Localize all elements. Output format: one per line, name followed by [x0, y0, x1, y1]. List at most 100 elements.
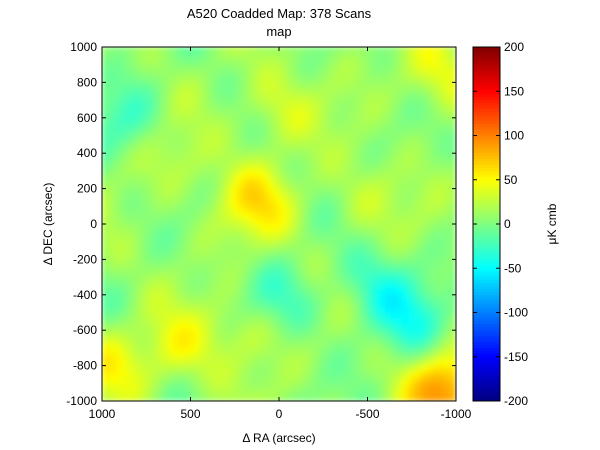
heatmap-cell [225, 276, 233, 284]
heatmap-cell [390, 64, 398, 71]
heatmap-cell [102, 306, 109, 313]
heatmap-cell [308, 88, 315, 95]
heatmap-cell [367, 347, 374, 355]
heatmap-cell [420, 217, 427, 225]
heatmap-cell [190, 259, 197, 266]
heatmap-cell [102, 129, 109, 136]
heatmap-cell [449, 70, 456, 77]
heatmap-cell [131, 141, 138, 148]
heatmap-cell [261, 318, 268, 325]
heatmap-cell [337, 223, 345, 231]
heatmap-cell [190, 371, 197, 378]
colorbar-swatch [473, 111, 500, 116]
heatmap-cell [449, 123, 456, 130]
heatmap-cell [355, 147, 362, 154]
heatmap-cell [408, 306, 415, 313]
heatmap-cell [107, 141, 115, 148]
heatmap-cell [137, 253, 144, 260]
heatmap-cell [284, 223, 292, 231]
heatmap-cell [438, 329, 445, 337]
heatmap-cell [396, 388, 404, 396]
heatmap-cell [414, 52, 421, 60]
heatmap-cell [384, 117, 392, 124]
heatmap-cell [390, 88, 398, 95]
heatmap-cell [131, 52, 138, 60]
heatmap-cell [172, 365, 179, 372]
heatmap-cell [426, 99, 433, 107]
heatmap-cell [396, 288, 404, 296]
heatmap-cell [178, 64, 185, 71]
heatmap-cell [373, 99, 380, 107]
heatmap-cell [278, 265, 286, 272]
heatmap-cell [160, 288, 168, 296]
heatmap-cell [284, 294, 292, 301]
heatmap-cell [231, 306, 238, 313]
heatmap-cell [143, 76, 150, 83]
heatmap-cell [337, 188, 345, 195]
heatmap-cell [408, 58, 415, 65]
heatmap-cell [243, 265, 250, 272]
heatmap-cell [290, 58, 297, 65]
heatmap-cell [113, 47, 120, 54]
colorbar-swatch [473, 224, 500, 228]
heatmap-cell [107, 282, 115, 290]
heatmap-cell [337, 99, 345, 107]
heatmap-cell [237, 117, 244, 124]
heatmap-cell [184, 335, 191, 343]
heatmap-cell [443, 105, 451, 113]
heatmap-cell [296, 282, 303, 290]
chart-subtitle: map [266, 24, 291, 39]
heatmap-cell [261, 247, 268, 254]
heatmap-cell [119, 359, 126, 366]
heatmap-cell [390, 47, 398, 54]
heatmap-cell [172, 282, 179, 290]
heatmap-cell [384, 164, 392, 172]
heatmap-cell [426, 270, 433, 278]
heatmap-cell [143, 259, 150, 266]
heatmap-cell [137, 158, 144, 166]
heatmap-cell [325, 247, 333, 254]
heatmap-cell [237, 158, 244, 166]
heatmap-cell [213, 206, 221, 213]
heatmap-cell [237, 341, 244, 349]
heatmap-cell [243, 111, 250, 119]
colorbar-swatch [473, 82, 500, 86]
heatmap-cell [408, 152, 415, 160]
heatmap-cell [225, 306, 233, 313]
heatmap-cell [320, 388, 327, 396]
heatmap-cell [125, 288, 132, 296]
heatmap-cell [143, 194, 150, 201]
heatmap-cell [384, 300, 392, 307]
heatmap-cell [414, 288, 421, 296]
colorbar-swatch [473, 129, 500, 134]
heatmap-cell [396, 105, 404, 113]
heatmap-cell [420, 388, 427, 396]
colorbar-swatch [473, 235, 500, 240]
heatmap-cell [102, 353, 109, 360]
heatmap-cell [367, 359, 374, 366]
heatmap-cell [107, 383, 115, 390]
heatmap-cell [125, 129, 132, 136]
heatmap-cell [272, 312, 280, 319]
heatmap-cell [314, 341, 321, 349]
heatmap-cell [443, 64, 451, 71]
heatmap-cell [125, 105, 132, 113]
heatmap-cell [449, 276, 456, 284]
heatmap-cell [231, 318, 238, 325]
heatmap-cell [225, 82, 233, 89]
heatmap-cell [349, 265, 356, 272]
heatmap-cell [225, 188, 233, 195]
heatmap-cell [379, 93, 386, 101]
heatmap-cell [314, 200, 321, 207]
heatmap-cell [160, 117, 168, 124]
heatmap-cell [308, 365, 315, 372]
heatmap-cell [296, 259, 303, 266]
heatmap-cell [402, 306, 410, 313]
heatmap-cell [361, 335, 368, 343]
heatmap-cell [361, 353, 368, 360]
heatmap-cell [408, 176, 415, 183]
heatmap-cell [449, 288, 456, 296]
heatmap-cell [320, 335, 327, 343]
heatmap-cell [361, 288, 368, 296]
